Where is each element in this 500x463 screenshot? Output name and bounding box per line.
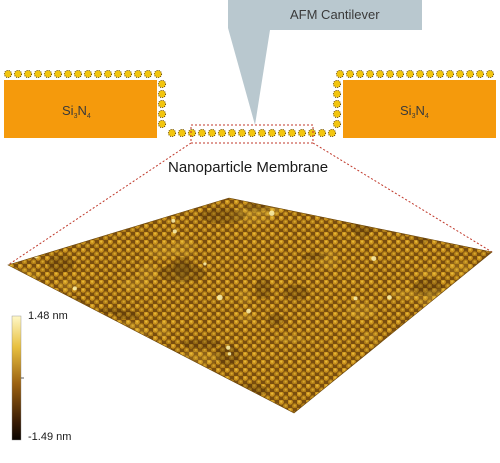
height-colorbar: 1.48 nm -1.49 nm (11, 310, 71, 443)
right-substrate-block (343, 80, 496, 138)
afm-topography-surface (7, 197, 493, 414)
afm-cantilever (228, 0, 422, 125)
membrane-selection-box (190, 124, 314, 144)
left-substrate-block (4, 80, 157, 138)
nanoparticle-coating (3, 69, 495, 138)
right-substrate-label: Si3N4 (400, 103, 429, 120)
colorbar-min-label: -1.49 nm (28, 431, 71, 443)
zoom-line-left (7, 142, 192, 266)
left-substrate-label: Si3N4 (62, 103, 91, 120)
membrane-label: Nanoparticle Membrane (168, 159, 328, 176)
cantilever-label: AFM Cantilever (290, 7, 380, 22)
colorbar-gradient (11, 315, 22, 441)
zoom-line-right (312, 142, 493, 253)
colorbar-max-label: 1.48 nm (28, 310, 68, 322)
